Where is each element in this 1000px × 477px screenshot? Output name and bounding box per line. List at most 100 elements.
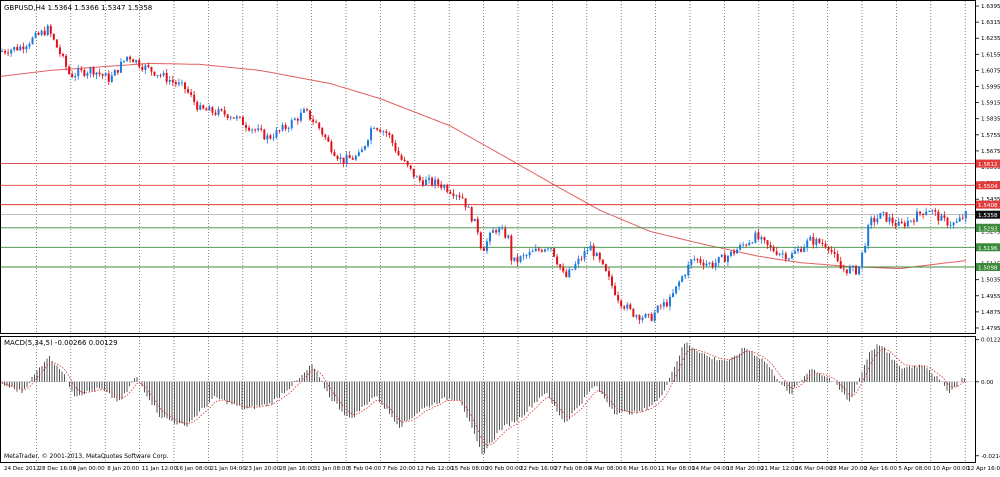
time-tick-label: 27 Feb 08:00	[554, 466, 591, 472]
support-level-badge	[976, 243, 1000, 252]
bear-candle	[379, 129, 382, 133]
bear-candle	[772, 247, 775, 252]
bull-candle	[955, 221, 958, 223]
bear-candle	[723, 254, 726, 262]
bull-candle	[257, 128, 260, 131]
bull-candle	[287, 128, 290, 129]
bear-candle	[318, 122, 321, 129]
bear-candle	[336, 155, 339, 160]
bear-candle	[702, 262, 705, 266]
bear-candle	[129, 56, 132, 60]
bull-candle	[662, 302, 665, 307]
time-tick-label: 7 Feb 20:00	[382, 466, 416, 472]
price-tick-label: 1.6395	[981, 4, 1000, 10]
price-tick-label: 1.4875	[981, 310, 1000, 316]
bull-candle	[40, 30, 43, 35]
bear-candle	[855, 265, 857, 275]
bear-candle	[193, 94, 196, 102]
bull-candle	[281, 125, 284, 131]
bear-candle	[437, 179, 440, 185]
bear-candle	[406, 161, 409, 166]
bull-candle	[95, 72, 98, 75]
bear-candle	[98, 72, 101, 75]
bull-candle	[293, 118, 296, 121]
bear-candle	[763, 237, 766, 241]
bull-candle	[119, 61, 122, 73]
bull-candle	[13, 47, 16, 50]
bull-candle	[498, 228, 501, 233]
bear-candle	[620, 300, 623, 307]
bear-candle	[83, 70, 86, 76]
moving-average-layer	[0, 62, 967, 270]
bear-candle	[147, 65, 150, 68]
time-tick-label: 23 Jan 20:00	[245, 466, 281, 472]
bear-candle	[824, 243, 827, 248]
bear-candle	[873, 217, 876, 223]
bull-candle	[25, 46, 28, 50]
bull-candle	[925, 211, 928, 215]
bull-candle	[492, 230, 495, 233]
bear-candle	[565, 271, 568, 278]
bull-candle	[879, 213, 882, 219]
bull-candle	[531, 251, 534, 253]
bull-candle	[864, 245, 867, 253]
macd-pane-frame	[0, 336, 976, 463]
bull-candle	[574, 264, 577, 270]
price-tick-label: 1.5835	[981, 117, 1000, 123]
bear-candle	[659, 305, 662, 307]
bull-candle	[958, 217, 961, 222]
bear-candle	[418, 176, 421, 181]
bear-candle	[269, 135, 272, 139]
bull-candle	[781, 253, 784, 255]
bull-candle	[644, 314, 647, 318]
bear-candle	[254, 129, 257, 131]
bear-candle	[68, 66, 71, 74]
bull-candle	[748, 242, 751, 246]
bear-candle	[22, 46, 25, 50]
time-tick-label: 2 Apr 16:00	[864, 466, 897, 472]
bear-candle	[321, 128, 324, 135]
bull-candle	[110, 75, 113, 82]
bull-candle	[370, 128, 373, 141]
bull-candle	[794, 251, 796, 254]
price-tick-label: 1.6235	[981, 36, 1000, 42]
bear-candle	[101, 74, 104, 76]
bull-candle	[144, 65, 147, 70]
bull-candle	[290, 120, 293, 129]
bear-candle	[37, 32, 40, 35]
price-tick-label: 1.4955	[981, 294, 1000, 300]
bear-candle	[278, 130, 281, 131]
bull-candle	[729, 251, 732, 256]
bear-candle	[629, 304, 632, 309]
bull-candle	[653, 312, 656, 321]
level-price-label: 1.5196	[978, 246, 998, 252]
time-tick-label: 24 Dec 2012	[4, 466, 40, 472]
bear-candle	[592, 245, 595, 257]
bull-candle	[668, 296, 671, 307]
level-price-label: 1.5293	[978, 226, 998, 232]
bear-candle	[187, 89, 190, 93]
bear-candle	[205, 108, 208, 111]
price-tick-label: 1.6075	[981, 68, 1000, 74]
price-tick-label: 1.5995	[981, 85, 1000, 91]
bear-candle	[818, 238, 821, 243]
bear-candle	[912, 220, 915, 222]
bull-candle	[742, 244, 745, 246]
bull-candle	[272, 137, 275, 139]
bear-candle	[470, 207, 473, 222]
bull-candle	[635, 315, 638, 317]
bear-candle	[711, 262, 714, 268]
bear-candle	[946, 217, 949, 226]
bear-candle	[495, 230, 498, 233]
bull-candle	[882, 212, 885, 214]
price-tick-label: 1.5435	[981, 197, 1000, 203]
bear-candle	[150, 67, 153, 72]
bear-candle	[394, 142, 397, 152]
time-tick-label: 18 Mar 20:00	[726, 466, 764, 472]
bull-candle	[949, 225, 952, 226]
bull-candle	[135, 60, 138, 63]
bear-candle	[49, 25, 52, 34]
bear-candle	[504, 228, 507, 238]
